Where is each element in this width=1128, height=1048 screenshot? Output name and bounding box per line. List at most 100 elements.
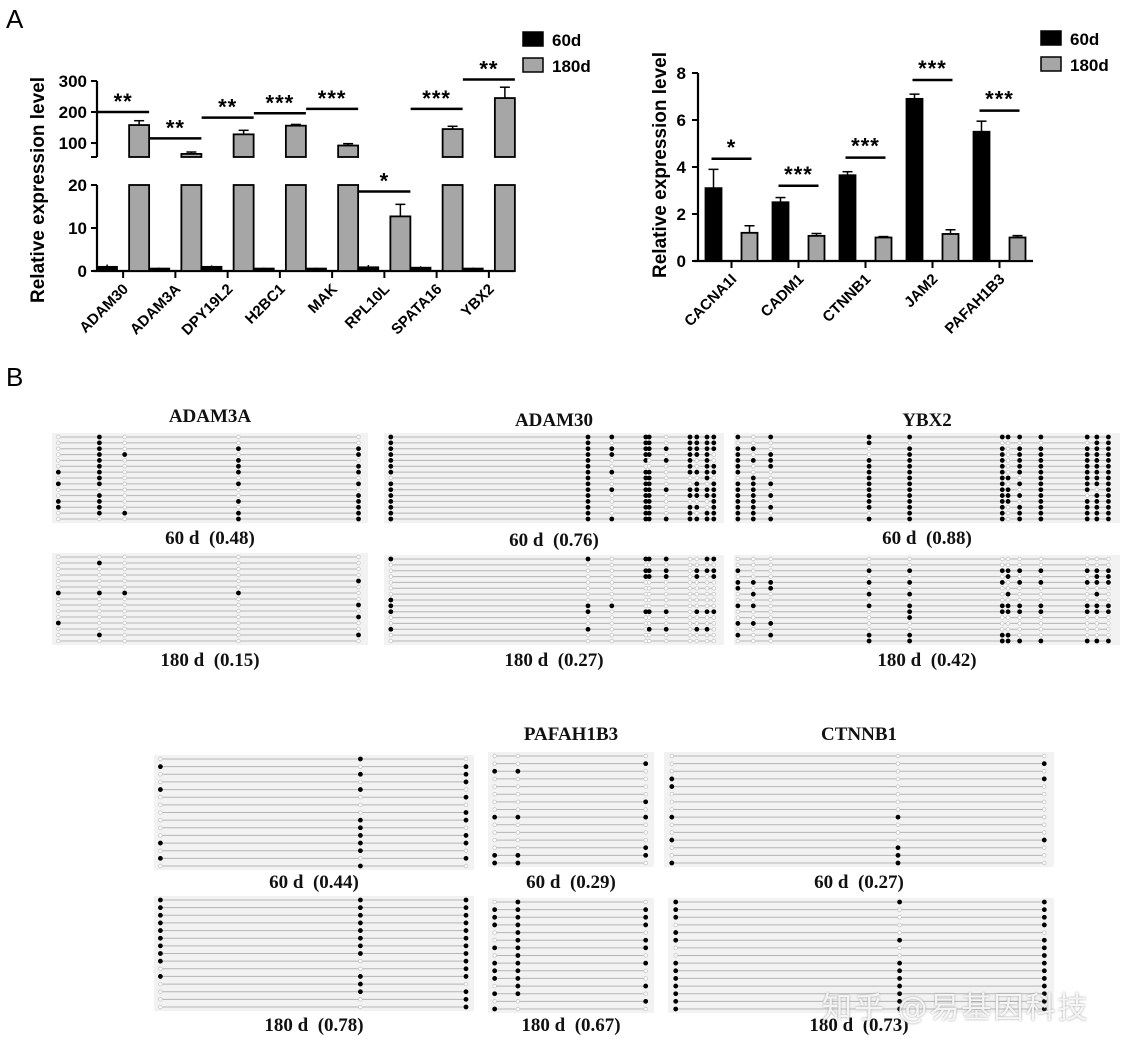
methylated-cpg xyxy=(1084,504,1090,510)
methylated-cpg xyxy=(97,560,102,566)
unmethylated-cpg xyxy=(1038,440,1044,446)
unmethylated-cpg xyxy=(97,572,102,578)
methylation-lollipop-plot xyxy=(384,555,724,645)
methylated-cpg xyxy=(866,493,872,498)
unmethylated-cpg xyxy=(122,596,127,602)
bar-60d xyxy=(704,187,723,262)
unmethylated-cpg xyxy=(687,562,693,568)
methylated-cpg xyxy=(1041,945,1047,951)
unmethylated-cpg xyxy=(1000,574,1005,579)
methylated-cpg xyxy=(735,434,741,440)
methylated-cpg xyxy=(999,469,1005,475)
methylated-cpg xyxy=(609,516,615,522)
methylated-cpg xyxy=(673,998,679,1004)
unmethylated-cpg xyxy=(609,586,614,591)
methylated-cpg xyxy=(750,475,756,481)
x-tick-label: CADM1 xyxy=(758,271,808,321)
methylated-cpg xyxy=(388,493,394,498)
unmethylated-cpg xyxy=(356,620,361,626)
unmethylated-cpg xyxy=(56,626,61,632)
methylated-cpg xyxy=(1084,463,1090,469)
unmethylated-cpg xyxy=(704,603,710,609)
methylated-cpg xyxy=(388,434,394,440)
methylated-cpg xyxy=(1005,638,1011,644)
methylated-cpg xyxy=(463,928,469,933)
methylated-cpg xyxy=(646,446,652,452)
methylated-cpg xyxy=(356,446,361,452)
unmethylated-cpg xyxy=(735,562,741,568)
methylation-lollipop-plot xyxy=(734,433,1120,523)
methylated-cpg xyxy=(768,632,774,638)
methylated-cpg xyxy=(1106,446,1111,452)
unmethylated-cpg xyxy=(643,860,648,866)
methylated-cpg xyxy=(1094,510,1100,516)
unmethylated-cpg xyxy=(694,580,699,585)
unmethylated-cpg xyxy=(609,609,614,614)
unmethylated-cpg xyxy=(388,562,393,568)
unmethylated-cpg xyxy=(687,481,693,487)
methylated-cpg xyxy=(907,504,913,510)
bar-180d xyxy=(941,233,960,262)
unmethylated-cpg xyxy=(492,830,497,835)
methylated-cpg xyxy=(694,516,700,522)
unmethylated-cpg xyxy=(56,566,61,572)
unmethylated-cpg xyxy=(895,753,901,759)
unmethylated-cpg xyxy=(669,761,674,766)
methylation-svg xyxy=(158,897,469,1010)
methylated-cpg xyxy=(907,475,913,481)
methylated-cpg xyxy=(463,1004,469,1010)
unmethylated-cpg xyxy=(1106,621,1111,626)
methylated-cpg xyxy=(97,475,102,481)
methylated-cpg xyxy=(1038,510,1044,516)
unmethylated-cpg xyxy=(687,580,693,585)
unmethylated-cpg xyxy=(158,817,163,823)
methylated-cpg xyxy=(735,568,741,574)
methylated-cpg xyxy=(463,764,469,770)
unmethylated-cpg xyxy=(768,475,773,481)
methylated-cpg xyxy=(907,568,913,574)
methylated-cpg xyxy=(357,756,363,762)
unmethylated-cpg xyxy=(647,621,652,626)
unmethylated-cpg xyxy=(768,469,773,475)
unmethylated-cpg xyxy=(866,621,872,626)
unmethylated-cpg xyxy=(768,562,773,568)
unmethylated-cpg xyxy=(895,830,901,835)
unmethylated-cpg xyxy=(122,434,127,440)
methylated-cpg xyxy=(357,912,363,918)
expression-chart-left: 0 10 20 100 200 300 Relative expression level A… xyxy=(28,31,591,339)
methylated-cpg xyxy=(1038,603,1044,609)
methylated-cpg xyxy=(1005,475,1011,481)
unmethylated-cpg xyxy=(609,493,614,498)
unmethylated-cpg xyxy=(356,572,361,578)
methylated-cpg xyxy=(515,976,521,981)
unmethylated-cpg xyxy=(704,505,710,510)
unmethylated-cpg xyxy=(122,481,127,487)
methylated-cpg xyxy=(735,487,741,493)
methylated-cpg xyxy=(585,440,591,446)
unmethylated-cpg xyxy=(356,434,361,440)
methylated-cpg xyxy=(663,568,669,574)
unmethylated-cpg xyxy=(751,434,756,440)
unmethylated-cpg xyxy=(664,475,669,481)
methylated-cpg xyxy=(1017,463,1023,469)
unmethylated-cpg xyxy=(694,458,699,463)
unmethylated-cpg xyxy=(704,562,710,568)
unmethylated-cpg xyxy=(97,638,102,644)
unmethylated-cpg xyxy=(664,440,669,446)
methylated-cpg xyxy=(609,603,615,609)
methylated-cpg xyxy=(1038,446,1044,452)
unmethylated-cpg xyxy=(1038,591,1044,597)
unmethylated-cpg xyxy=(97,620,102,626)
bar-180d xyxy=(284,124,307,158)
unmethylated-cpg xyxy=(388,568,393,573)
methylated-cpg xyxy=(357,981,363,987)
methylation-svg xyxy=(158,756,469,869)
methylated-cpg xyxy=(999,603,1005,609)
methylated-cpg xyxy=(768,516,774,522)
panel-label-a: A xyxy=(6,4,24,34)
methylated-cpg xyxy=(97,434,102,440)
unmethylated-cpg xyxy=(236,505,241,510)
methylated-cpg xyxy=(768,481,774,487)
methylated-cpg xyxy=(1094,434,1100,440)
methylated-cpg xyxy=(55,481,61,487)
